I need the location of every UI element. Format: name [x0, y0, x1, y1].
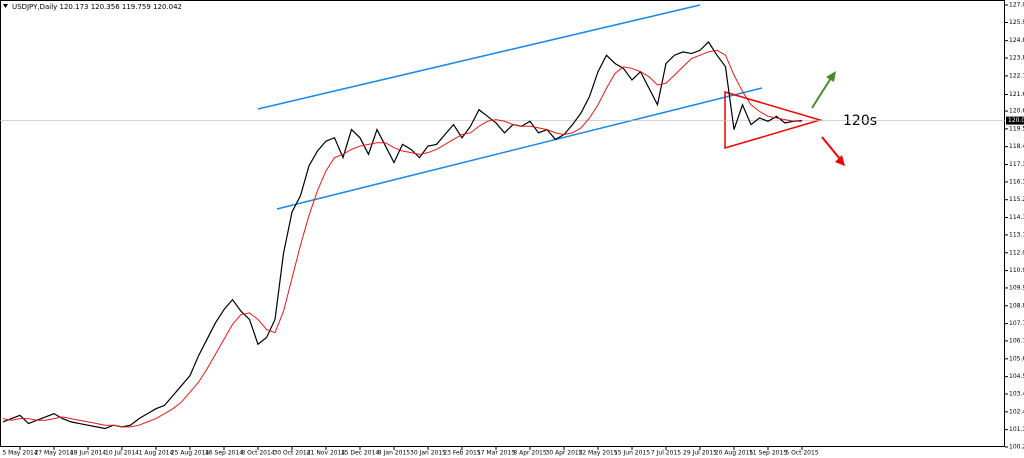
plot-frame [0, 0, 1005, 447]
x-tick-label: 30 Apr 2015 [545, 450, 582, 457]
x-tick-label: 15 Dec 2014 [341, 450, 380, 457]
y-tick-label: 105.620 [1009, 355, 1024, 362]
x-tick-label: 5 May 2014 [2, 450, 37, 457]
x-tick-label: 11 Sep 2015 [749, 450, 787, 457]
y-tick-label: 122.750 [1009, 72, 1024, 79]
y-tick-label: 108.830 [1009, 302, 1024, 309]
y-tick-label: 117.380 [1009, 161, 1024, 168]
x-tick-label: 7 Jul 2015 [651, 450, 681, 457]
y-tick-label: 125.980 [1009, 19, 1024, 26]
y-tick-label: 102.410 [1009, 408, 1024, 415]
x-tick-label: 27 May 2014 [34, 450, 73, 457]
y-tick-label: 120.620 [1009, 108, 1024, 115]
x-tick-label: 8 Oct 2014 [241, 450, 274, 457]
y-tick-label: 119.540 [1009, 125, 1024, 132]
x-tick-label: 5 Oct 2015 [785, 450, 818, 457]
y-tick-label: 110.960 [1009, 267, 1024, 274]
channel-lower [276, 87, 763, 210]
series-line [2, 41, 803, 430]
x-tick-label: 16 Sep 2014 [205, 450, 243, 457]
arrow-up [811, 77, 832, 109]
x-tick-label: 15 Jun 2015 [614, 450, 650, 457]
arrow-down [821, 136, 841, 160]
annotation: 120s [843, 113, 877, 129]
channel-upper [257, 4, 701, 110]
y-tick-label: 112.040 [1009, 249, 1024, 256]
y-tick-label: 123.830 [1009, 55, 1024, 62]
y-tick-label: 121.620 [1009, 91, 1024, 98]
y-tick-label: 104.540 [1009, 373, 1024, 380]
y-tick-label: 109.910 [1009, 284, 1024, 291]
x-tick-label: 8 Jan 2015 [378, 450, 410, 457]
title-icon [3, 4, 8, 8]
y-tick-label: 106.700 [1009, 337, 1024, 344]
y-tick-label: 124.880 [1009, 37, 1024, 44]
x-tick-label: 23 Feb 2015 [443, 450, 481, 457]
y-tick-label: 118.460 [1009, 143, 1024, 150]
arrow-up-head [826, 71, 836, 82]
y-tick-label: 103.490 [1009, 390, 1024, 397]
y-tick-label: 100.280 [1009, 444, 1024, 451]
triangle [724, 90, 823, 150]
x-tick-label: 30 Oct 2014 [273, 450, 310, 457]
arrow-down-head [835, 155, 845, 166]
x-tick-label: 18 Jun 2014 [70, 450, 106, 457]
y-tick-label: 116.330 [1009, 178, 1024, 185]
x-tick-label: 25 Aug 2014 [171, 450, 210, 457]
y-tick-label: 115.250 [1009, 196, 1024, 203]
x-tick-label: 1 Aug 2014 [139, 450, 174, 457]
y-tick-label: 114.170 [1009, 214, 1024, 221]
y-tick-label: 107.750 [1009, 320, 1024, 327]
x-tick-label: 30 Jan 2015 [410, 450, 446, 457]
x-tick-label: 8 Apr 2015 [513, 450, 546, 457]
last-price-box [1006, 116, 1024, 125]
chart-title: USDJPY,Daily 120.173 120.356 119.759 120… [12, 3, 182, 11]
last-price-label: 120.042 [1008, 117, 1024, 124]
y-tick-label: 113.120 [1009, 231, 1024, 238]
x-tick-label: 10 Jul 2014 [105, 450, 139, 457]
y-tick-label: 127.040 [1009, 2, 1024, 9]
x-tick-label: 29 Jul 2015 [683, 450, 717, 457]
x-tick-label: 17 Mar 2015 [477, 450, 515, 457]
series-line [2, 49, 802, 428]
y-tick-label: 101.330 [1009, 426, 1024, 433]
x-tick-label: 22 May 2015 [578, 450, 617, 457]
x-tick-label: 20 Aug 2015 [715, 450, 754, 457]
x-tick-label: 21 Nov 2014 [307, 450, 346, 457]
